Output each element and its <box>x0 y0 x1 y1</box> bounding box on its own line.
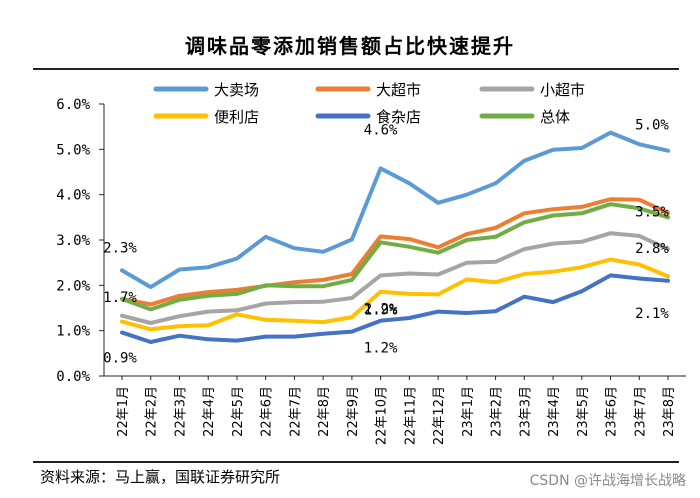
data-label: 4.6% <box>364 122 398 138</box>
data-label: 1.7% <box>103 290 137 306</box>
y-tick-label: 3.0% <box>56 233 90 249</box>
bottom-rule <box>33 461 679 463</box>
x-tick-label: 22年9月 <box>346 386 361 437</box>
x-tick-label: 22年7月 <box>288 386 303 437</box>
y-tick-label: 2.0% <box>56 278 90 294</box>
x-tick-label: 22年6月 <box>260 386 275 437</box>
data-label: 1.2% <box>364 341 398 357</box>
data-label: 1.9% <box>364 303 398 319</box>
x-tick-label: 22年4月 <box>202 386 217 437</box>
legend-label: 大卖场 <box>214 81 259 99</box>
x-tick-label: 22年10月 <box>375 386 390 445</box>
legend-label: 大超市 <box>376 81 421 99</box>
y-tick-label: 0.0% <box>56 369 90 385</box>
x-tick-label: 23年3月 <box>518 386 533 437</box>
x-tick-label: 23年6月 <box>605 386 620 437</box>
series-line-2 <box>120 197 670 307</box>
x-tick-label: 23年1月 <box>461 386 476 437</box>
watermark: CSDN @许战海增长战略 <box>529 473 686 489</box>
legend-label: 食杂店 <box>376 108 421 126</box>
y-tick-label: 4.0% <box>56 188 90 204</box>
series-line-6 <box>120 202 670 312</box>
x-tick-label: 23年4月 <box>547 386 562 437</box>
x-tick-label: 23年8月 <box>662 386 677 437</box>
x-tick-label: 22年5月 <box>231 386 246 437</box>
x-tick-label: 22年12月 <box>432 386 447 445</box>
data-label: 5.0% <box>635 118 669 134</box>
x-tick-label: 22年3月 <box>173 386 188 437</box>
x-tick-label: 23年5月 <box>576 386 591 437</box>
legend-label: 总体 <box>540 108 570 126</box>
data-label: 2.8% <box>635 241 669 257</box>
data-label: 3.5% <box>635 204 669 220</box>
data-label: 2.2% <box>364 301 398 317</box>
series-line-5 <box>120 273 670 344</box>
data-label: 2.1% <box>635 306 669 322</box>
data-label: 0.9% <box>103 350 137 366</box>
series-line-1 <box>120 130 670 290</box>
chart-title: 调味品零添加销售额占比快速提升 <box>185 34 515 58</box>
x-tick-label: 23年7月 <box>633 386 648 437</box>
legend-label: 便利店 <box>214 108 259 126</box>
series-line-4 <box>120 257 670 332</box>
x-tick-label: 22年2月 <box>145 386 160 437</box>
x-tick-label: 22年11月 <box>403 386 418 445</box>
x-tick-label: 23年2月 <box>490 386 505 437</box>
source-note: 资料来源：马上赢，国联证券研究所 <box>40 468 281 486</box>
top-rule <box>33 68 679 70</box>
x-tick-label: 22年8月 <box>317 386 332 437</box>
y-tick-label: 5.0% <box>56 142 90 158</box>
y-tick-label: 6.0% <box>56 97 90 113</box>
legend-label: 小超市 <box>540 81 585 99</box>
series-line-3 <box>120 231 670 325</box>
data-label: 2.3% <box>103 240 137 256</box>
x-tick-label: 22年1月 <box>116 386 131 437</box>
y-tick-label: 1.0% <box>56 324 90 340</box>
